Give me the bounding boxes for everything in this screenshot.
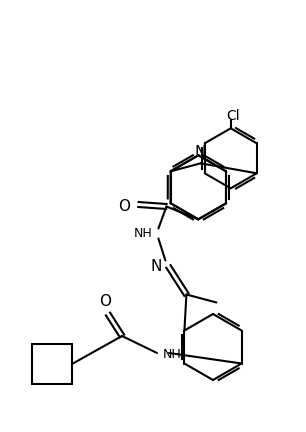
Text: NH: NH xyxy=(134,227,152,240)
Text: O: O xyxy=(99,295,111,309)
Text: Cl: Cl xyxy=(226,109,240,123)
Text: O: O xyxy=(118,199,130,214)
Text: N: N xyxy=(150,259,162,274)
Text: N: N xyxy=(195,145,206,160)
Text: NH: NH xyxy=(163,349,182,362)
